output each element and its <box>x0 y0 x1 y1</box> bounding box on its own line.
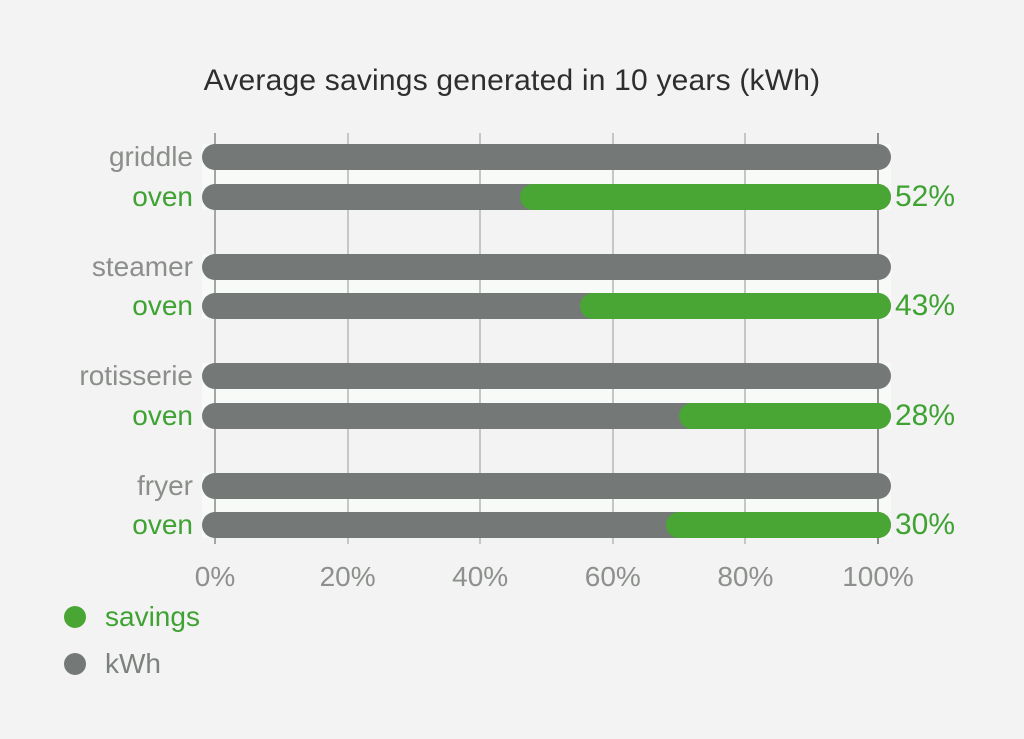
gridline-80 <box>744 133 747 544</box>
savings-bar-steamer <box>579 293 891 319</box>
x-tick-label: 60% <box>584 561 641 592</box>
kwh-bar-rotisserie <box>202 363 891 389</box>
kwh-dot-icon <box>64 653 86 675</box>
legend-item-savings: savings <box>64 601 200 633</box>
gridline-0 <box>214 133 216 544</box>
legend-label-kwh: kWh <box>105 648 161 679</box>
row-label-fryer: fryer <box>137 469 193 501</box>
row-label-oven-steamer: oven <box>132 290 193 321</box>
savings-value-rotisserie: 28% <box>895 398 956 432</box>
savings-value-steamer: 43% <box>895 289 956 322</box>
gridline-40 <box>479 133 482 544</box>
savings-bar-rotisserie <box>679 402 891 429</box>
row-label-steamer: steamer <box>91 250 193 282</box>
row-label-oven-fryer: oven <box>132 509 193 540</box>
kwh-bar-griddle <box>202 144 891 170</box>
x-tick-label: 80% <box>717 561 774 592</box>
x-tick-label: 0% <box>194 561 236 592</box>
savings-value-fryer: 30% <box>895 508 956 541</box>
legend-item-kwh: kWh <box>64 648 200 680</box>
row-label-griddle: griddle <box>108 141 193 172</box>
gridline-20 <box>346 133 349 544</box>
legend: savings kWh <box>64 601 200 695</box>
savings-bar-griddle <box>520 183 891 210</box>
x-tick-label: 20% <box>319 561 376 592</box>
x-tick-label: 100% <box>842 561 914 592</box>
chart-title: Average savings generated in 10 years (k… <box>203 64 821 97</box>
x-tick-label: 40% <box>452 561 509 592</box>
savings-value-griddle: 52% <box>895 179 956 213</box>
row-label-rotisserie: rotisserie <box>79 360 193 391</box>
savings-bar-fryer <box>666 512 891 538</box>
gridline-100 <box>877 133 879 544</box>
gridline-60 <box>611 133 614 544</box>
savings-dot-icon <box>64 606 86 628</box>
row-label-oven-rotisserie: oven <box>132 399 193 431</box>
row-label-oven-griddle: oven <box>132 180 193 212</box>
legend-label-savings: savings <box>105 601 200 632</box>
kwh-bar-fryer <box>202 472 891 499</box>
kwh-bar-steamer <box>202 253 891 280</box>
